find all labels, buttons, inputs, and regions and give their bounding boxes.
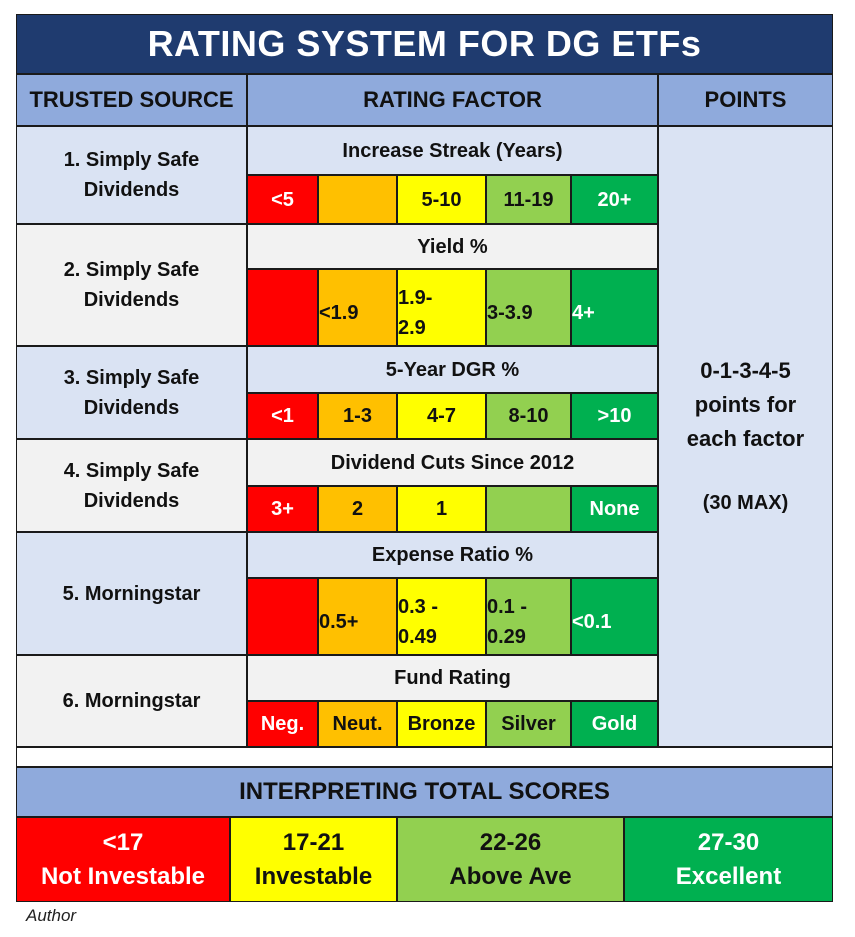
score-label: Investable: [254, 862, 373, 890]
source-line: 2. Simply Safe: [63, 259, 200, 281]
rating-cell: >10: [571, 393, 658, 439]
rating-line: 2.9: [398, 316, 426, 339]
source-line: 4. Simply Safe: [63, 459, 200, 482]
rating-cell: Silver: [486, 701, 571, 747]
score-excellent: 27-30 Excellent: [624, 817, 833, 902]
score-range: <17: [102, 828, 144, 856]
rating-cell: 5-10: [397, 175, 486, 224]
source-line: 6. Morningstar: [62, 690, 201, 712]
source-line: 3. Simply Safe: [63, 366, 200, 389]
source-line: Dividends: [83, 179, 180, 201]
rating-cell: None: [571, 486, 658, 532]
score-range: 17-21: [282, 828, 345, 856]
score-investable: 17-21 Investable: [230, 817, 397, 902]
factor-label: Fund Rating: [247, 655, 658, 701]
rating-cell: <0.1: [571, 578, 658, 655]
header-points: POINTS: [658, 74, 833, 126]
score-range: 22-26: [479, 828, 542, 856]
source-line: 5. Morningstar: [62, 582, 201, 605]
factor-label: Yield %: [247, 224, 658, 269]
rating-line: 3-3.9: [487, 301, 533, 324]
source-cell: 6. Morningstar: [16, 655, 247, 747]
rating-cell: 3+: [247, 486, 318, 532]
rating-cell: 0.3 - 0.49: [397, 578, 486, 655]
rating-cell: [486, 486, 571, 532]
score-label: Above Ave: [449, 862, 572, 890]
rating-cell: Neut.: [318, 701, 397, 747]
rating-line: 0.3 -: [398, 595, 439, 618]
points-description: 0-1-3-4-5 points for each factor (30 MAX…: [658, 126, 833, 747]
score-range: 27-30: [697, 828, 760, 856]
points-line: 0-1-3-4-5: [700, 357, 791, 383]
source-line: 1. Simply Safe: [63, 149, 200, 171]
rating-cell: 20+: [571, 175, 658, 224]
rating-line: 0.5+: [319, 610, 359, 633]
rating-cell: <1: [247, 393, 318, 439]
rating-cell: 1: [397, 486, 486, 532]
source-cell: 3. Simply Safe Dividends: [16, 346, 247, 439]
rating-line: 0.49: [398, 625, 437, 648]
rating-cell: Bronze: [397, 701, 486, 747]
rating-line: <1.9: [319, 301, 359, 324]
score-above-ave: 22-26 Above Ave: [397, 817, 624, 902]
source-line: Dividends: [83, 396, 180, 419]
rating-cell: 1.9- 2.9: [397, 269, 486, 346]
points-max: (30 MAX): [702, 491, 789, 514]
rating-cell: 4+: [571, 269, 658, 346]
rating-line: 4+: [572, 301, 595, 324]
source-cell: 2. Simply Safe Dividends: [16, 224, 247, 346]
source-cell: 1. Simply Safe Dividends: [16, 126, 247, 224]
table-title: RATING SYSTEM FOR DG ETFs: [16, 14, 833, 74]
header-rating-factor: RATING FACTOR: [247, 74, 658, 126]
rating-cell: 0.1 - 0.29: [486, 578, 571, 655]
score-label: Not Investable: [40, 862, 206, 890]
rating-cell: <1.9: [318, 269, 397, 346]
source-cell: 4. Simply Safe Dividends: [16, 439, 247, 532]
rating-cell: 0.5+: [318, 578, 397, 655]
rating-cell: 1-3: [318, 393, 397, 439]
rating-cell: 3-3.9: [486, 269, 571, 346]
source-line: Dividends: [83, 489, 180, 512]
rating-cell: Neg.: [247, 701, 318, 747]
score-label: Excellent: [675, 862, 782, 890]
rating-cell: 11-19: [486, 175, 571, 224]
rating-cell: <5: [247, 175, 318, 224]
rating-cell: [247, 578, 318, 655]
factor-label: Dividend Cuts Since 2012: [247, 439, 658, 486]
source-cell: 5. Morningstar: [16, 532, 247, 655]
spacer-row: [16, 747, 833, 767]
source-line: Dividends: [83, 289, 180, 311]
score-not-investable: <17 Not Investable: [16, 817, 230, 902]
factor-label: Expense Ratio %: [247, 532, 658, 578]
header-trusted-source: TRUSTED SOURCE: [16, 74, 247, 126]
rating-cell: Gold: [571, 701, 658, 747]
points-line: each factor: [686, 425, 805, 451]
rating-cell: 4-7: [397, 393, 486, 439]
rating-line: <0.1: [572, 610, 612, 633]
rating-line: 0.1 -: [487, 595, 528, 618]
rating-line: 0.29: [487, 625, 526, 648]
author-credit: Author: [26, 906, 77, 925]
rating-cell: 2: [318, 486, 397, 532]
factor-label: Increase Streak (Years): [247, 126, 658, 175]
rating-cell: [318, 175, 397, 224]
interpreting-header: INTERPRETING TOTAL SCORES: [16, 767, 833, 817]
rating-cell: [247, 269, 318, 346]
rating-line: 1.9-: [398, 286, 433, 309]
points-line: points for: [694, 391, 797, 417]
rating-cell: 8-10: [486, 393, 571, 439]
factor-label: 5-Year DGR %: [247, 346, 658, 393]
